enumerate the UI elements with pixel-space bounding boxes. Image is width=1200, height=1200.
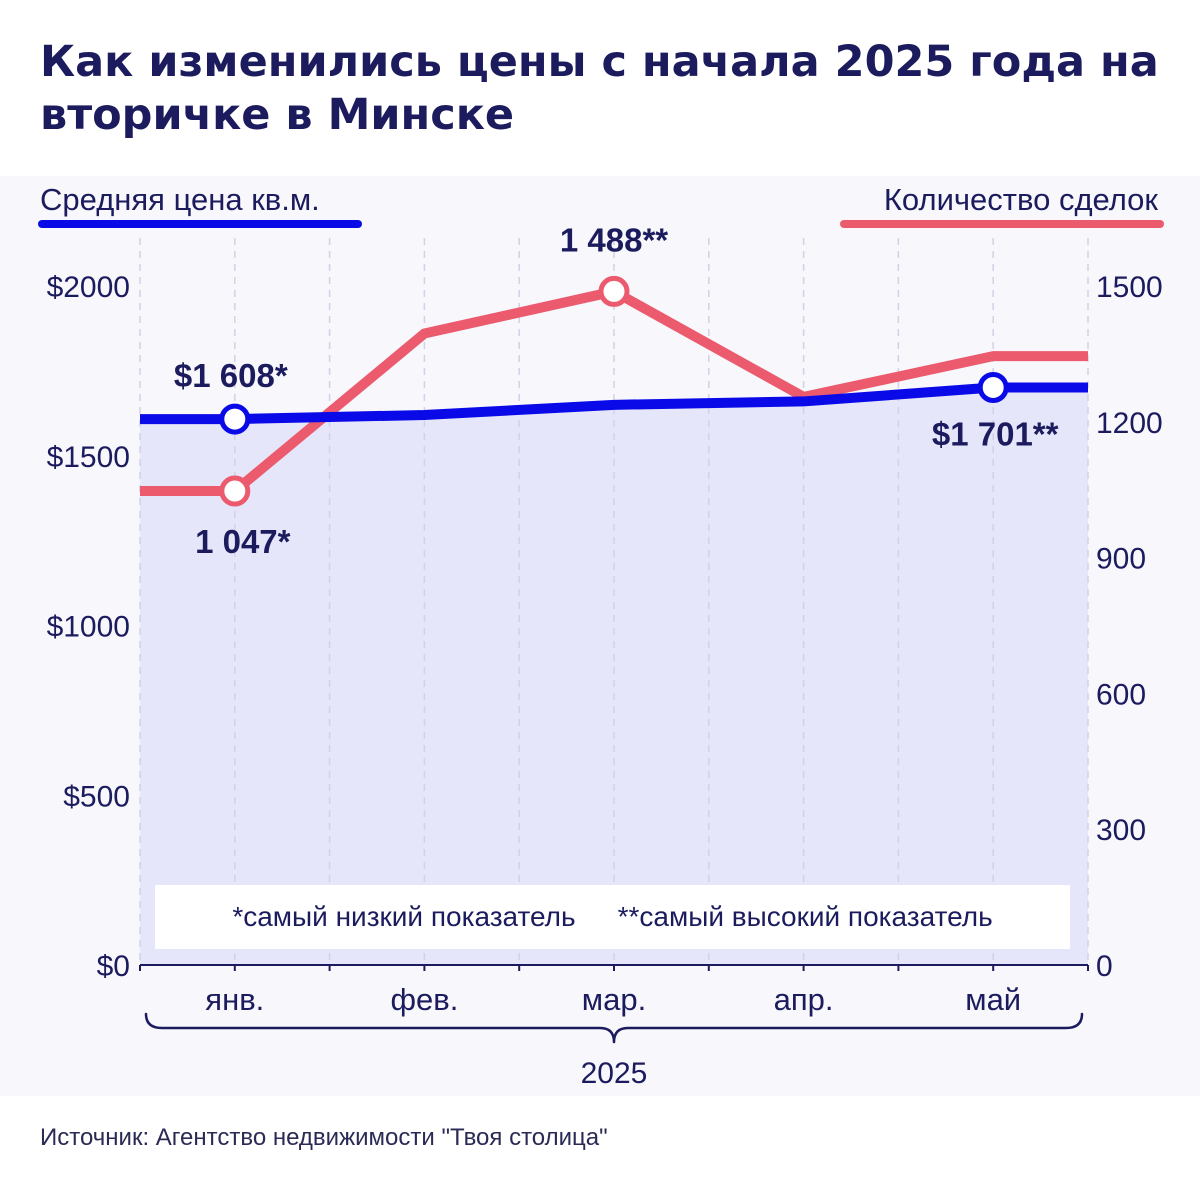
source-note: Источник: Агентство недвижимости "Твоя с… <box>40 1124 608 1151</box>
chart-title: Как изменились цены с начала 2025 года н… <box>40 37 1159 140</box>
left-axis-tick-label: $0 <box>97 950 130 983</box>
deals-data-label: 1 488** <box>560 221 668 258</box>
x-axis-category-label: мар. <box>582 982 646 1017</box>
deals-marker <box>219 475 251 507</box>
x-axis-group-label: 2025 <box>581 1057 648 1090</box>
price-data-label: $1 608* <box>174 357 288 394</box>
x-axis-category-label: янв. <box>205 982 264 1017</box>
right-axis-tick-label: 0 <box>1096 950 1113 983</box>
left-axis-tick-label: $500 <box>63 780 130 813</box>
x-axis-category-label: май <box>965 982 1021 1017</box>
price-data-label: $1 701** <box>932 416 1059 453</box>
price-marker <box>219 403 251 435</box>
right-axis-tick-label: 1200 <box>1096 407 1163 440</box>
legend-deals-swatch <box>840 220 1164 228</box>
deals-data-label: 1 047* <box>195 523 291 560</box>
footnote-high: **самый высокий показатель <box>617 901 993 932</box>
x-axis-category-label: фев. <box>390 982 458 1017</box>
x-axis-group-brace <box>144 1012 1084 1044</box>
left-axis-tick-label: $1500 <box>47 441 130 474</box>
right-axis-tick-label: 600 <box>1096 678 1146 711</box>
right-axis-tick-label: 1500 <box>1096 271 1163 304</box>
price-area <box>140 387 1088 965</box>
left-axis-tick-label: $1000 <box>47 611 130 644</box>
footnote-low: *самый низкий показатель <box>232 901 576 932</box>
deals-marker <box>598 275 630 307</box>
legend-price-swatch <box>38 220 362 228</box>
legend-deals-label: Количество сделок <box>883 182 1158 217</box>
x-axis-category-label: апр. <box>774 982 834 1017</box>
right-axis-tick-label: 300 <box>1096 814 1146 847</box>
legend-price-label: Средняя цена кв.м. <box>40 182 320 217</box>
right-axis-tick-label: 900 <box>1096 543 1146 576</box>
left-axis-tick-label: $2000 <box>47 271 130 304</box>
footnote-box: *самый низкий показатель **самый высокий… <box>155 885 1070 949</box>
price-marker <box>977 372 1009 404</box>
